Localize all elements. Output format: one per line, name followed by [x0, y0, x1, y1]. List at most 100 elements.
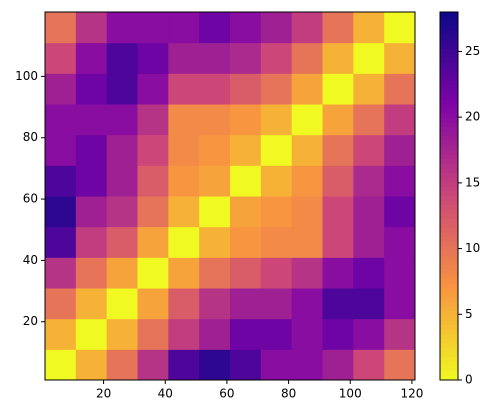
colorbar-segment [440, 347, 458, 353]
heatmap-cell [322, 134, 354, 166]
heatmap-cell [353, 226, 385, 258]
heatmap-cell [168, 318, 200, 350]
colorbar-segment [440, 265, 458, 271]
colorbar-frame [439, 11, 459, 381]
colorbar-segment [440, 182, 458, 188]
heatmap-cell [45, 349, 77, 381]
colorbar-segment [440, 150, 458, 156]
heatmap-cell [137, 165, 169, 197]
heatmap-cell [230, 257, 262, 289]
heatmap-cell [230, 349, 262, 381]
colorbar-segment [440, 228, 458, 234]
colorbar-tick-label: 25 [465, 44, 480, 58]
x-tick-label: 80 [281, 387, 296, 401]
colorbar-segment [440, 186, 458, 192]
heatmap-cell [45, 196, 77, 228]
heatmap-cell [230, 165, 262, 197]
heatmap-cell [137, 196, 169, 228]
heatmap-cell [137, 134, 169, 166]
x-tick-label: 60 [219, 387, 234, 401]
colorbar-segment [440, 274, 458, 280]
colorbar-segment [440, 113, 458, 119]
heatmap-cell [137, 288, 169, 320]
colorbar-segment [440, 127, 458, 133]
colorbar-segment [440, 338, 458, 344]
heatmap-cell [384, 318, 416, 350]
colorbar-segment [440, 205, 458, 211]
heatmap-cell [322, 257, 354, 289]
heatmap-cell [353, 196, 385, 228]
heatmap-cell [106, 12, 138, 44]
colorbar-segment [440, 131, 458, 137]
heatmap-cell [353, 104, 385, 136]
heatmap-cell [291, 257, 323, 289]
colorbar-segment [440, 297, 458, 303]
heatmap-cell [137, 104, 169, 136]
colorbar-segment [440, 324, 458, 330]
colorbar-segment [440, 237, 458, 243]
heatmap-cell [260, 104, 293, 136]
colorbar-segment [440, 283, 458, 289]
heatmap-cell [353, 257, 385, 289]
colorbar-segment [440, 343, 458, 349]
colorbar-tick-label: 0 [465, 373, 473, 387]
heatmap-cell [168, 288, 200, 320]
colorbar-segment [440, 214, 458, 220]
heatmap-cell [75, 73, 108, 105]
heatmap-cell [168, 73, 200, 105]
heatmap-cell [199, 349, 231, 381]
heatmap-cell [106, 288, 138, 320]
heatmap-cell [260, 226, 293, 258]
colorbar-segment [440, 35, 458, 41]
heatmap-cell [106, 196, 138, 228]
heatmap-cell [45, 73, 77, 105]
heatmap-cell [75, 318, 108, 350]
colorbar-segment [440, 12, 458, 18]
heatmap-cell [75, 104, 108, 136]
heatmap-cell [199, 165, 231, 197]
heatmap-cell [199, 134, 231, 166]
heatmap-cell [322, 318, 354, 350]
colorbar-segment [440, 48, 458, 54]
colorbar-segment [440, 301, 458, 307]
colorbar-segment [440, 163, 458, 169]
heatmap-cell [168, 349, 200, 381]
heatmap-cell [45, 288, 77, 320]
heatmap-cell [260, 42, 293, 74]
x-tick-label: 100 [339, 387, 362, 401]
heatmap-cell [168, 42, 200, 74]
colorbar-segment [440, 375, 458, 381]
heatmap-cell [384, 12, 416, 44]
heatmap-cell [137, 318, 169, 350]
heatmap-cell [45, 257, 77, 289]
heatmap-cell [353, 318, 385, 350]
heatmap-cell [260, 12, 293, 44]
heatmap-cell [168, 134, 200, 166]
heatmap-cell [106, 165, 138, 197]
heatmap-cell [168, 226, 200, 258]
colorbar-segment [440, 173, 458, 179]
heatmap-cell [384, 349, 416, 381]
colorbar-segment [440, 311, 458, 317]
heatmap-cell [106, 226, 138, 258]
colorbar-segment [440, 122, 458, 128]
heatmap-cell [260, 288, 293, 320]
heatmap-cell [137, 257, 169, 289]
heatmap-cell [45, 42, 77, 74]
colorbar-segment [440, 361, 458, 367]
heatmap-cell [75, 288, 108, 320]
colorbar-segment [440, 223, 458, 229]
heatmap-cell [230, 196, 262, 228]
heatmap-cell [322, 349, 354, 381]
colorbar-segment [440, 145, 458, 151]
heatmap-cell [230, 104, 262, 136]
colorbar-segment [440, 242, 458, 248]
heatmap-cell [322, 73, 354, 105]
heatmap-cell [291, 42, 323, 74]
heatmap-cell [106, 73, 138, 105]
colorbar-segment [440, 177, 458, 183]
heatmap-cell [291, 12, 323, 44]
heatmap-cell [260, 349, 293, 381]
colorbar-segment [440, 108, 458, 114]
colorbar-segment [440, 30, 458, 36]
